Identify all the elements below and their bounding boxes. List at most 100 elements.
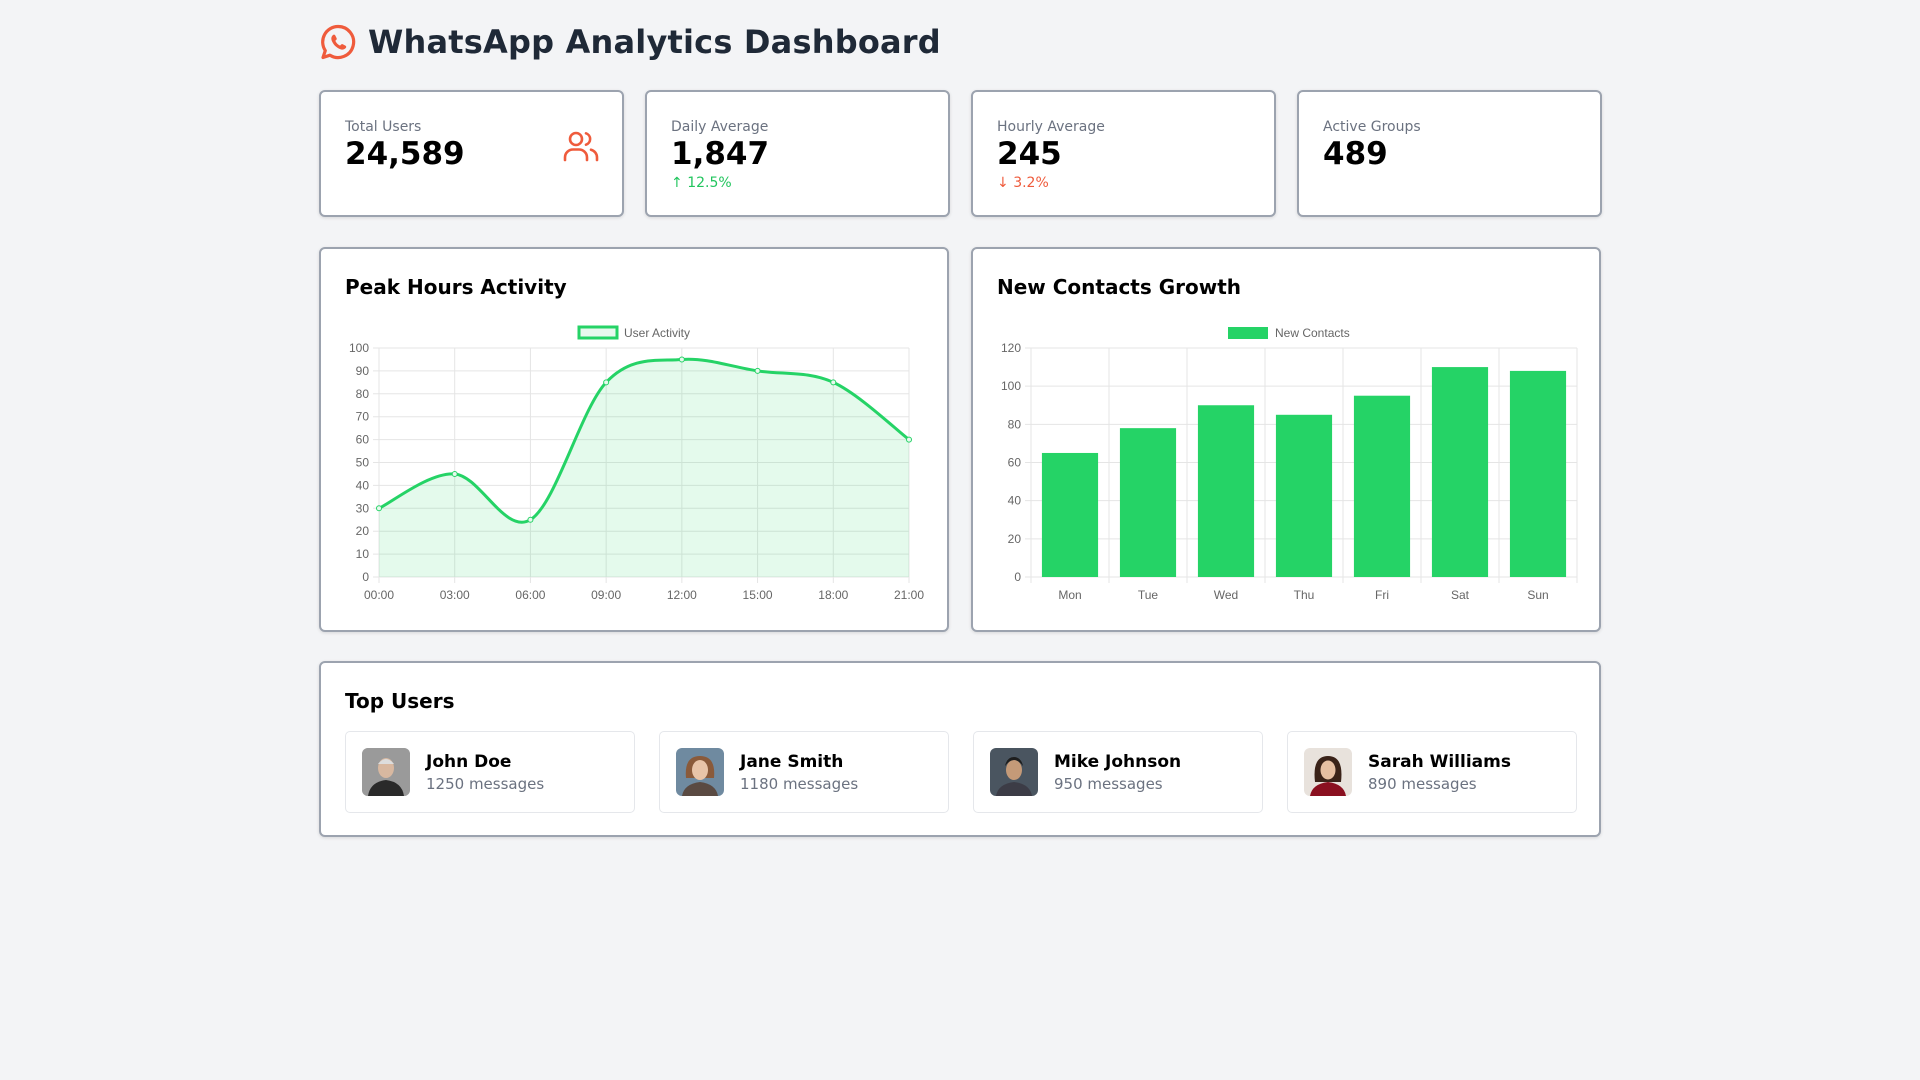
series-line bbox=[378, 357, 910, 524]
legend-label: User Activity bbox=[624, 326, 690, 340]
stat-card-total-users: Total Users 24,589 bbox=[319, 90, 624, 217]
avatar bbox=[362, 748, 410, 796]
user-name: Sarah Williams bbox=[1368, 752, 1511, 772]
y-tick-label: 50 bbox=[356, 456, 370, 470]
top-users-card: Top Users John Doe 1250 messages bbox=[319, 661, 1601, 837]
x-tick-label: 00:00 bbox=[364, 588, 394, 602]
y-tick-label: 20 bbox=[356, 524, 370, 538]
stat-label: Daily Average bbox=[671, 119, 769, 135]
legend-label: New Contacts bbox=[1275, 326, 1350, 340]
y-tick-label: 20 bbox=[1008, 532, 1022, 546]
y-tick-label: 60 bbox=[356, 433, 370, 447]
stat-card-hourly-average: Hourly Average 245 ↓ 3.2% bbox=[971, 90, 1276, 217]
y-tick-label: 60 bbox=[1008, 456, 1022, 470]
bar bbox=[1353, 395, 1411, 577]
new-contacts-bar-chart: 0 20 40 60 80 100 120 Mon Tue Wed Thu Fri Sat Sun New … bbox=[1001, 326, 1578, 602]
legend-swatch bbox=[1228, 327, 1268, 339]
x-tick-label: Sun bbox=[1527, 588, 1548, 602]
bar bbox=[1509, 370, 1567, 577]
user-message-count: 890 messages bbox=[1368, 775, 1477, 793]
user-message-count: 1250 messages bbox=[426, 775, 545, 793]
users-icon bbox=[563, 131, 599, 162]
user-name: Jane Smith bbox=[740, 752, 844, 772]
stat-card-daily-average: Daily Average 1,847 ↑ 12.5% bbox=[645, 90, 950, 217]
y-tick-label: 120 bbox=[1001, 341, 1021, 355]
x-tick-label: Fri bbox=[1375, 588, 1389, 602]
chart-title: Peak Hours Activity bbox=[345, 275, 567, 299]
peak-hours-chart-card: Peak Hours Activity 0 10 20 30 40 50 60 70 80 90 1… bbox=[319, 247, 949, 632]
y-tick-label: 80 bbox=[356, 387, 370, 401]
x-tick-label: Wed bbox=[1214, 588, 1238, 602]
user-message-count: 1180 messages bbox=[740, 775, 859, 793]
stat-label: Hourly Average bbox=[997, 119, 1105, 135]
y-tick-label: 30 bbox=[356, 501, 370, 515]
arrow-up-icon: ↑ bbox=[671, 175, 683, 191]
top-user-item[interactable]: Sarah Williams 890 messages bbox=[1287, 731, 1577, 813]
stat-value: 245 bbox=[997, 136, 1062, 172]
x-tick-label: Tue bbox=[1138, 588, 1159, 602]
stat-card-active-groups: Active Groups 489 bbox=[1297, 90, 1602, 217]
bar bbox=[1119, 428, 1177, 577]
x-tick-label: Thu bbox=[1294, 588, 1315, 602]
stat-label: Total Users bbox=[345, 119, 422, 135]
data-point bbox=[678, 356, 685, 363]
data-point bbox=[830, 379, 837, 386]
data-point bbox=[754, 367, 761, 374]
top-user-item[interactable]: Mike Johnson 950 messages bbox=[973, 731, 1263, 813]
data-point bbox=[451, 470, 458, 477]
stat-change: ↑ 12.5% bbox=[671, 175, 732, 191]
stat-value: 1,847 bbox=[671, 136, 770, 172]
avatar bbox=[1304, 748, 1352, 796]
page-title: WhatsApp Analytics Dashboard bbox=[368, 23, 941, 61]
y-tick-label: 0 bbox=[1014, 570, 1021, 584]
bar bbox=[1275, 414, 1333, 577]
y-tick-label: 10 bbox=[356, 547, 370, 561]
data-point bbox=[376, 505, 382, 512]
page-header: WhatsApp Analytics Dashboard bbox=[319, 22, 941, 62]
chart-title: New Contacts Growth bbox=[997, 275, 1242, 299]
user-name: John Doe bbox=[426, 752, 512, 772]
chart-legend: User Activity bbox=[577, 325, 690, 340]
avatar bbox=[990, 748, 1038, 796]
x-tick-label: 09:00 bbox=[591, 588, 621, 602]
y-tick-label: 100 bbox=[349, 341, 369, 355]
arrow-down-icon: ↓ bbox=[997, 175, 1009, 191]
top-users-title: Top Users bbox=[345, 689, 455, 713]
stat-change: ↓ 3.2% bbox=[997, 175, 1049, 191]
bar bbox=[1041, 452, 1099, 577]
x-tick-label: Mon bbox=[1058, 588, 1081, 602]
new-contacts-chart-card: New Contacts Growth 0 20 40 60 80 100 120 Mon Tu… bbox=[971, 247, 1601, 632]
top-user-item[interactable]: Jane Smith 1180 messages bbox=[659, 731, 949, 813]
whatsapp-icon bbox=[321, 24, 356, 60]
y-tick-label: 40 bbox=[356, 478, 370, 492]
x-tick-label: Sat bbox=[1451, 588, 1470, 602]
stat-label: Active Groups bbox=[1323, 119, 1421, 135]
y-tick-label: 40 bbox=[1008, 494, 1022, 508]
x-tick-label: 15:00 bbox=[743, 588, 773, 602]
bar bbox=[1197, 405, 1255, 577]
x-tick-label: 06:00 bbox=[515, 588, 545, 602]
x-tick-label: 18:00 bbox=[818, 588, 848, 602]
top-user-item[interactable]: John Doe 1250 messages bbox=[345, 731, 635, 813]
peak-hours-line-chart: 0 10 20 30 40 50 60 70 80 90 100 00:00 03:00 06:00 09:… bbox=[349, 325, 924, 602]
y-tick-label: 70 bbox=[356, 410, 370, 424]
y-tick-label: 90 bbox=[356, 364, 370, 378]
user-message-count: 950 messages bbox=[1054, 775, 1163, 793]
bar bbox=[1431, 367, 1489, 577]
x-tick-label: 12:00 bbox=[667, 588, 697, 602]
stat-value: 489 bbox=[1323, 136, 1388, 172]
data-point bbox=[527, 516, 534, 523]
y-tick-label: 100 bbox=[1001, 379, 1021, 393]
x-tick-label: 03:00 bbox=[440, 588, 470, 602]
data-point bbox=[603, 379, 610, 386]
chart-legend: New Contacts bbox=[1228, 326, 1350, 340]
data-point bbox=[906, 436, 912, 443]
legend-swatch bbox=[577, 325, 619, 340]
stat-value: 24,589 bbox=[345, 136, 465, 172]
avatar bbox=[676, 748, 724, 796]
y-tick-label: 0 bbox=[362, 570, 369, 584]
user-name: Mike Johnson bbox=[1054, 752, 1182, 772]
area-fill bbox=[379, 359, 909, 577]
y-tick-label: 80 bbox=[1008, 417, 1022, 431]
x-tick-label: 21:00 bbox=[894, 588, 924, 602]
